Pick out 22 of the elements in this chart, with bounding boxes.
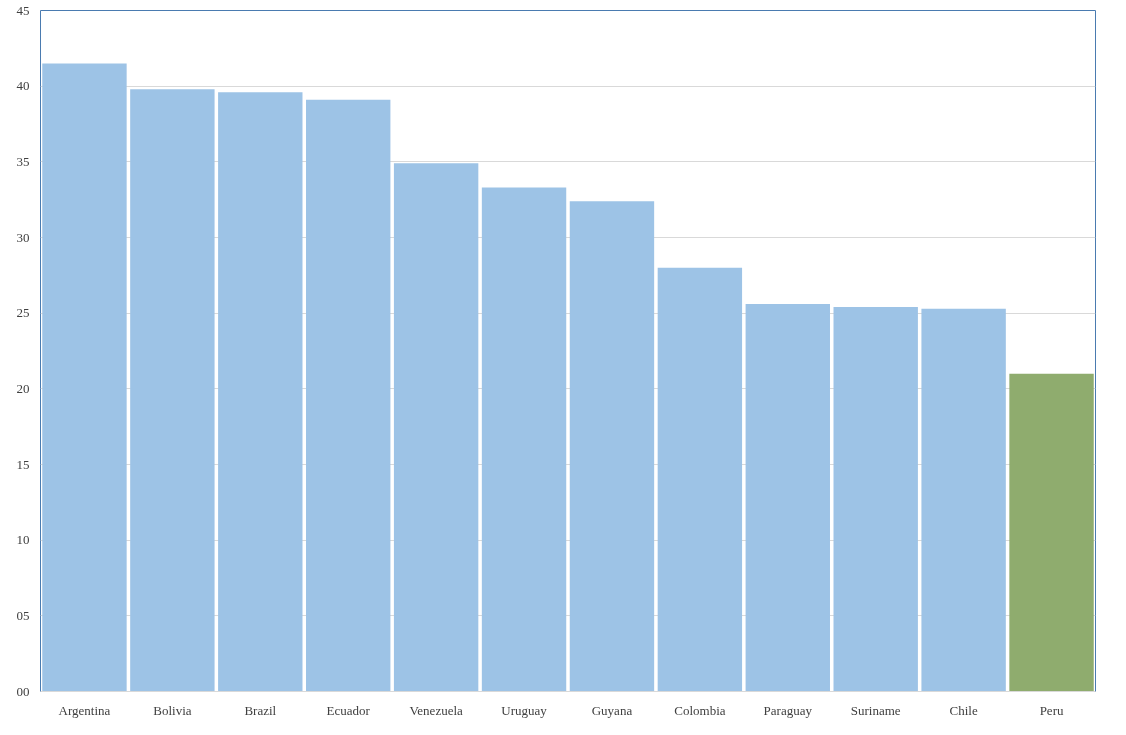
y-tick-label: 30 (16, 229, 30, 245)
y-tick-label: 15 (16, 456, 30, 472)
x-tick-label: Ecuador (326, 702, 371, 718)
x-tick-label: Suriname (850, 702, 901, 718)
x-tick-label: Guyana (591, 702, 633, 718)
x-tick-label: Colombia (674, 702, 726, 718)
y-tick-label: 10 (16, 532, 30, 548)
x-tick-label: Argentina (58, 702, 111, 718)
x-tick-label: Peru (1039, 702, 1064, 718)
x-tick-label: Brazil (244, 702, 277, 718)
x-tick-label: Venezuela (409, 702, 464, 718)
x-tick-label: Bolivia (153, 702, 192, 718)
x-tick-label: Paraguay (763, 702, 813, 718)
x-tick-label: Uruguay (501, 702, 548, 718)
y-tick-label: 25 (16, 305, 30, 321)
y-tick-label: 00 (16, 683, 30, 699)
y-tick-label: 20 (16, 380, 30, 396)
y-tick-label: 05 (16, 607, 30, 623)
x-tick-label: Chile (949, 702, 978, 718)
y-tick-label: 40 (16, 78, 30, 94)
y-tick-label: 45 (16, 2, 30, 18)
y-tick-label: 35 (16, 153, 30, 169)
